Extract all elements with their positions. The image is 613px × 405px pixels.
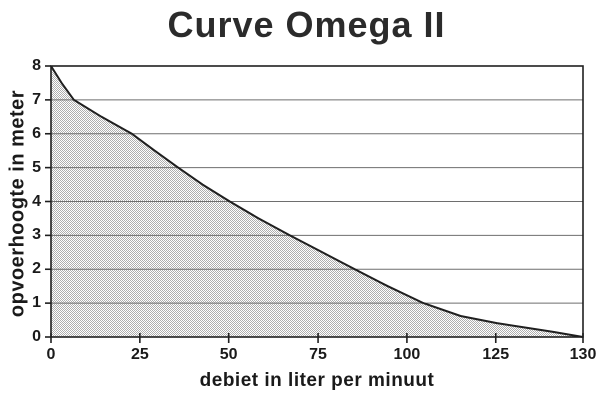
y-tick-label-7: 7 (32, 90, 41, 108)
pump-curve-line (50, 65, 584, 338)
y-tick-label-5: 5 (32, 158, 41, 176)
x-tick-label-75: 75 (309, 346, 327, 363)
chart-title: Curve Omega II (167, 4, 446, 45)
x-tick-label-130: 130 (569, 346, 597, 363)
y-tick-label-2: 2 (32, 260, 41, 278)
y-tick-label-8: 8 (32, 57, 41, 74)
x-tick-label-50: 50 (219, 346, 238, 363)
y-tick-label-1: 1 (32, 294, 41, 312)
x-tick-label-125: 125 (482, 346, 510, 363)
y-tick-label-6: 6 (32, 124, 41, 142)
y-tick-label-4: 4 (32, 192, 41, 210)
y-tick-label-3: 3 (32, 226, 41, 244)
x-axis-title: debiet in liter per minuut (199, 370, 435, 391)
x-tick-label-25: 25 (130, 346, 149, 363)
x-tick-label-0: 0 (46, 346, 56, 363)
y-tick-label-0: 0 (32, 328, 41, 345)
x-tick-label-100: 100 (393, 346, 421, 363)
